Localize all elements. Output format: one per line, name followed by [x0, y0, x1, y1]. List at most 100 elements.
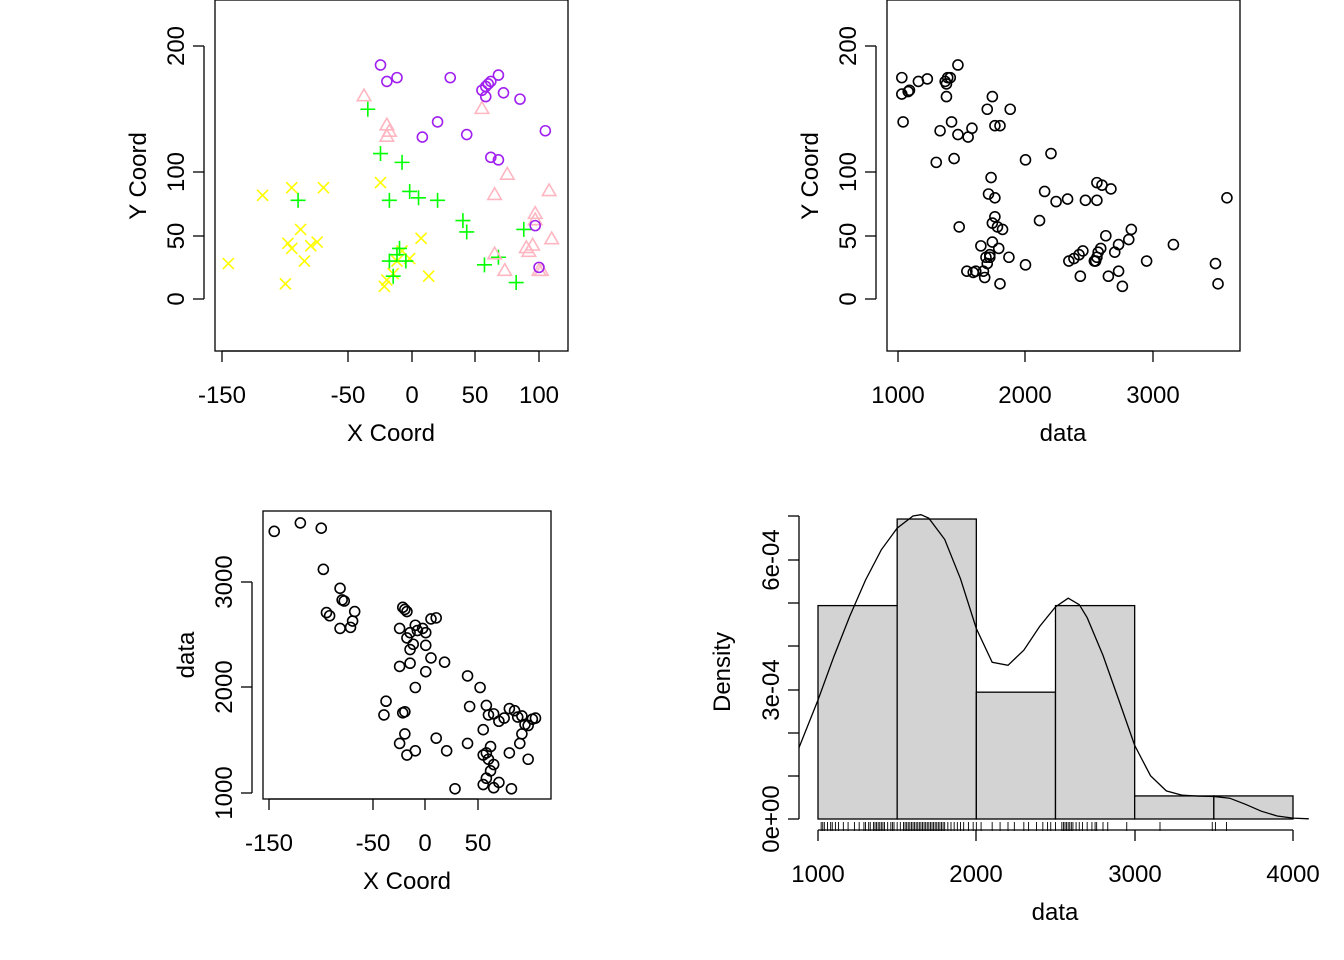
- circle-point: [430, 732, 443, 744]
- circle-point: [1019, 259, 1032, 271]
- x-tick-label: 0: [405, 382, 418, 409]
- plus-point: [459, 224, 475, 240]
- circle-point: [1091, 194, 1103, 207]
- x-tick-label: 3000: [1126, 382, 1179, 409]
- circle-point: [401, 632, 413, 644]
- circle-point: [994, 119, 1006, 132]
- x-tick-labels: -150 -50 0 50 100: [198, 382, 559, 409]
- y-ticks: [788, 515, 799, 820]
- circle-point: [897, 116, 909, 128]
- plus-point: [381, 253, 397, 269]
- circle-point: [505, 782, 518, 795]
- circle-point: [487, 781, 500, 794]
- cross-point: [317, 181, 330, 194]
- circle-point: [393, 737, 406, 750]
- y-tick-label: 0e+00: [758, 785, 785, 852]
- circle-point: [1167, 238, 1180, 251]
- plus-point: [430, 192, 446, 208]
- circle-point: [1061, 193, 1074, 205]
- circle-point: [378, 709, 390, 721]
- circle-point: [1074, 270, 1087, 283]
- circle-point: [989, 210, 1001, 223]
- y-tick-labels: 0 50 100 200: [835, 26, 862, 306]
- circle-point: [416, 131, 429, 143]
- triangle-point: [527, 211, 544, 226]
- circle-point: [539, 124, 552, 137]
- x-tick-label: 2000: [949, 861, 1002, 888]
- circle-point: [930, 156, 943, 169]
- plus-point: [373, 146, 388, 162]
- circle-point: [480, 772, 493, 785]
- circle-point: [404, 643, 416, 656]
- circle-point: [348, 605, 361, 618]
- circle-point: [498, 712, 510, 724]
- cross-point: [378, 280, 391, 293]
- x-tick-label: 50: [462, 382, 489, 409]
- circle-point: [425, 652, 437, 664]
- plus-point: [508, 275, 524, 291]
- x-axis-title: X Coord: [363, 868, 451, 895]
- circle-point: [268, 525, 281, 538]
- x-tick-label: 2000: [998, 382, 1051, 409]
- triangle-point: [499, 165, 516, 180]
- cross-point: [298, 254, 311, 268]
- circle-point: [1088, 255, 1101, 267]
- scatter-points: [222, 59, 560, 293]
- plot-frame: [886, 0, 1241, 352]
- circle-point: [334, 582, 346, 595]
- triangle-point: [486, 245, 503, 260]
- circle-point: [485, 151, 497, 164]
- circle-point: [985, 171, 997, 184]
- circle-point: [953, 221, 966, 233]
- circle-point: [419, 639, 432, 652]
- circle-point: [529, 712, 542, 724]
- x-tick-label: -50: [356, 830, 391, 857]
- circle-point: [503, 747, 516, 759]
- y-tick-labels: 1000 2000 3000: [211, 555, 238, 819]
- circle-point: [344, 621, 357, 634]
- density-curve: [798, 514, 1309, 820]
- circle-point: [461, 737, 474, 750]
- circle-point: [1108, 246, 1121, 258]
- y-tick-label: 1000: [211, 766, 238, 819]
- circle-point: [967, 266, 980, 279]
- triangle-point: [473, 100, 491, 115]
- circle-point: [294, 517, 307, 529]
- circle-point: [419, 626, 432, 639]
- circle-point: [1212, 278, 1224, 290]
- histogram-bar: [975, 691, 1057, 820]
- circle-point: [1038, 185, 1051, 198]
- cross-point: [374, 176, 387, 189]
- circle-point: [983, 251, 996, 264]
- plus-point: [381, 192, 397, 208]
- circle-point: [401, 605, 413, 618]
- circle-point: [966, 122, 978, 135]
- circle-point: [444, 71, 457, 84]
- circle-point: [431, 116, 444, 128]
- histogram-bar: [1134, 795, 1215, 820]
- x-tick-labels: 1000 2000 3000: [871, 382, 1179, 409]
- plus-point: [392, 240, 408, 256]
- circle-point: [381, 75, 393, 88]
- x-tick-label: 1000: [871, 382, 924, 409]
- x-ticks: [817, 830, 1294, 841]
- circle-point: [338, 595, 351, 607]
- circle-point: [404, 657, 416, 670]
- x-ticks: [221, 351, 540, 362]
- circle-point: [440, 744, 453, 757]
- circle-point: [1004, 103, 1017, 116]
- plus-point: [411, 190, 427, 206]
- circle-point: [952, 128, 964, 141]
- plot-frame: [214, 0, 569, 352]
- x-tick-labels: 1000 2000 3000 4000: [791, 861, 1319, 888]
- circle-point: [1077, 245, 1089, 257]
- circle-point: [438, 656, 451, 668]
- circle-point: [1045, 147, 1057, 160]
- circle-point: [514, 93, 526, 105]
- triangle-point: [378, 127, 395, 143]
- circle-point: [482, 709, 495, 721]
- circle-point: [480, 699, 493, 712]
- circle-point: [323, 609, 336, 622]
- circle-point: [975, 240, 987, 252]
- circle-point: [1209, 257, 1222, 270]
